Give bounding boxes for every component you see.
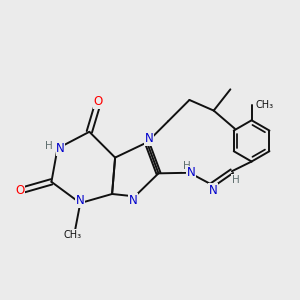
Text: O: O <box>94 95 103 108</box>
Text: CH₃: CH₃ <box>255 100 273 110</box>
Text: CH₃: CH₃ <box>64 230 82 240</box>
Text: H: H <box>45 141 53 151</box>
Text: O: O <box>15 184 24 197</box>
Text: N: N <box>56 142 65 155</box>
Text: H: H <box>182 161 190 171</box>
Text: N: N <box>145 132 154 145</box>
Text: N: N <box>208 184 217 197</box>
Text: N: N <box>129 194 138 206</box>
Text: N: N <box>187 166 195 179</box>
Text: H: H <box>232 175 239 185</box>
Text: N: N <box>76 194 85 207</box>
